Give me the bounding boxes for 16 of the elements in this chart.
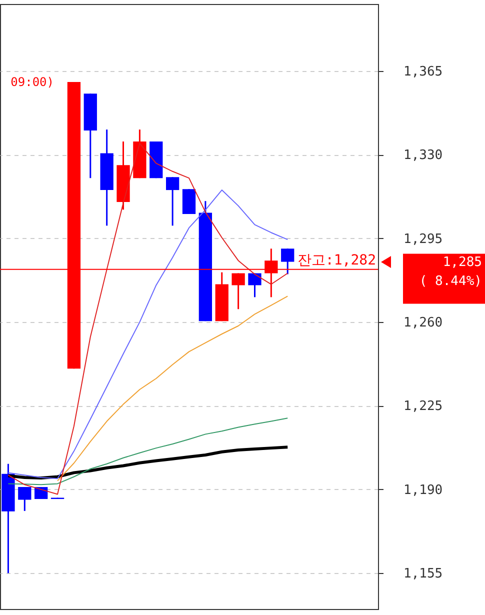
text: 1,285 xyxy=(442,254,482,270)
y-tick-label: 1,190 xyxy=(404,482,443,498)
text: ( 8.44%) xyxy=(419,274,482,289)
candlestick xyxy=(232,272,245,310)
ref-line-label: 잔고:1,282 xyxy=(297,252,376,268)
line-series xyxy=(57,296,288,482)
y-tick-label: 1,295 xyxy=(404,232,443,247)
y-tick-label: 1,260 xyxy=(404,316,443,331)
y-tick-label: 1,155 xyxy=(404,566,443,582)
candlestick xyxy=(281,248,294,275)
y-tick-label: 1,225 xyxy=(404,399,443,414)
annotation: 09:00) xyxy=(10,74,54,89)
candlestick xyxy=(18,486,32,512)
y-tick-label: 1,365 xyxy=(404,64,443,80)
y-tick-label: 1,330 xyxy=(404,148,443,164)
candlestick xyxy=(166,176,180,226)
